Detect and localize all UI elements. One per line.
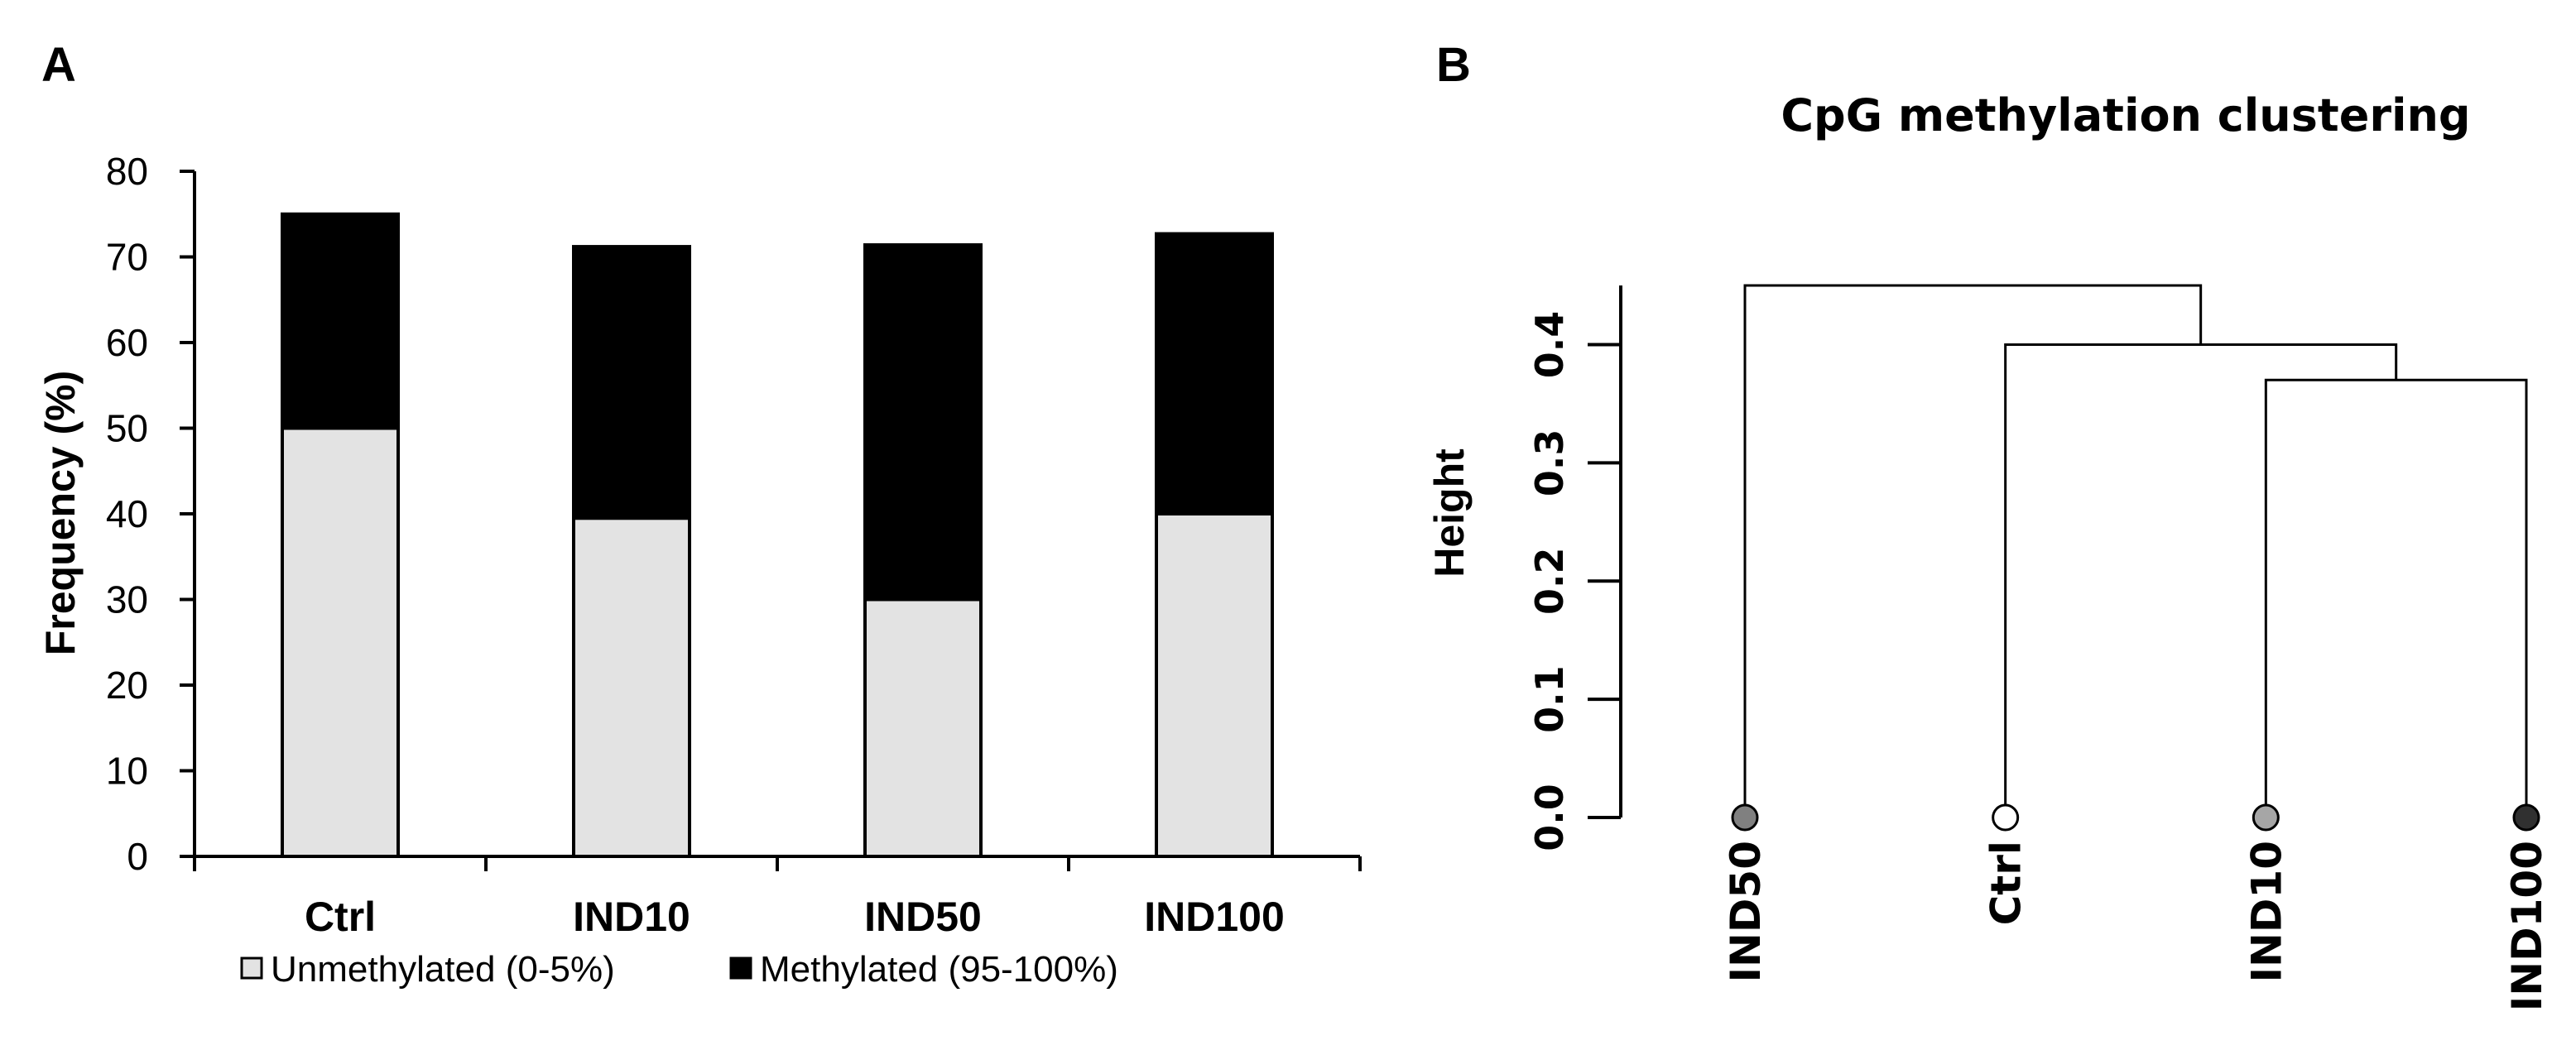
dendrogram-leaf-label: IND100 bbox=[2503, 841, 2551, 1011]
bar-series bbox=[281, 212, 1274, 858]
bar-y-axis-title: Frequency (%) bbox=[37, 371, 84, 656]
bar-ind10-methylated bbox=[572, 245, 691, 520]
legend-swatch-methylated bbox=[729, 957, 752, 980]
bar-y-tick-label: 10 bbox=[106, 750, 148, 793]
dendrogram-leaf-marker bbox=[2512, 803, 2540, 832]
panel-a: A Frequency (%) 0 10 20 30 40 50 60 70 80 Ctrl IN… bbox=[37, 38, 1362, 990]
bar-y-tick-label: 0 bbox=[127, 835, 148, 878]
dendrogram-leaf-marker bbox=[2252, 803, 2280, 832]
dendrogram-branch bbox=[1743, 284, 2203, 817]
dendrogram-y-tick-label: 0.3 bbox=[1527, 429, 1572, 497]
bar-y-tick-label: 80 bbox=[106, 150, 148, 193]
bar-ind100-unmethylated bbox=[1155, 512, 1274, 858]
bar-ind10-unmethylated bbox=[572, 516, 691, 858]
bar-y-tick-label: 70 bbox=[106, 236, 148, 279]
bar-y-tick-label: 50 bbox=[106, 407, 148, 450]
bar-ind50-methylated bbox=[863, 243, 983, 602]
dendrogram-leaves: IND50 Ctrl IND10 IND100 bbox=[1722, 803, 2551, 1011]
bar-y-tick-label: 40 bbox=[106, 492, 148, 535]
bar-ind50-unmethylated bbox=[863, 597, 983, 858]
dendrogram-y-tick-label: 0.0 bbox=[1527, 784, 1572, 851]
bar-ctrl-unmethylated bbox=[281, 426, 400, 858]
panel-label-b: B bbox=[1436, 38, 1471, 92]
dendrogram-y-tick-label: 0.2 bbox=[1527, 547, 1572, 615]
dendrogram-leaf-label: IND10 bbox=[2242, 841, 2290, 983]
legend-label-unmethylated: Unmethylated (0-5%) bbox=[271, 949, 615, 990]
panel-label-a: A bbox=[41, 38, 76, 92]
bar-x-category-label: Ctrl bbox=[305, 894, 376, 940]
bar-x-category-label: IND100 bbox=[1144, 894, 1285, 940]
dendrogram-y-ticks: 0.0 0.1 0.2 0.3 0.4 bbox=[1527, 311, 1621, 851]
dendrogram-y-tick-label: 0.4 bbox=[1527, 311, 1572, 379]
dendrogram-branch bbox=[2004, 343, 2398, 817]
bar-y-ticks: 0 10 20 30 40 50 60 70 80 bbox=[106, 150, 195, 878]
dendrogram-y-tick-label: 0.1 bbox=[1527, 665, 1572, 733]
bar-y-tick-label: 60 bbox=[106, 321, 148, 364]
dendrogram-leaf-label: Ctrl bbox=[1982, 841, 2031, 925]
bar-x-category-label: IND10 bbox=[573, 894, 690, 940]
bar-x-category-label: IND50 bbox=[864, 894, 982, 940]
dendrogram-leaf-label: IND50 bbox=[1722, 841, 1770, 983]
panel-b: B CpG methylation clustering Height 0.00… bbox=[1426, 38, 2551, 1011]
dendrogram-branch bbox=[2264, 378, 2528, 817]
legend-swatch-unmethylated bbox=[240, 957, 263, 980]
bar-legend: Unmethylated (0-5%) Methylated (95-100%) bbox=[240, 949, 1118, 990]
bar-x-categories: Ctrl IND10 IND50 IND100 bbox=[193, 856, 1362, 940]
dendrogram-branches bbox=[1743, 284, 2528, 817]
dendrogram-title: CpG methylation clustering bbox=[1781, 89, 2470, 141]
bar-y-tick-label: 20 bbox=[106, 664, 148, 707]
bar-ind100-methylated bbox=[1155, 232, 1274, 515]
bar-ctrl-methylated bbox=[281, 212, 400, 430]
dendrogram-y-axis-title: Height bbox=[1426, 448, 1473, 578]
dendrogram-leaf-marker bbox=[1992, 803, 2020, 832]
dendrogram-leaf-marker bbox=[1731, 803, 1759, 832]
legend-label-methylated: Methylated (95-100%) bbox=[760, 949, 1118, 990]
bar-y-tick-label: 30 bbox=[106, 578, 148, 621]
